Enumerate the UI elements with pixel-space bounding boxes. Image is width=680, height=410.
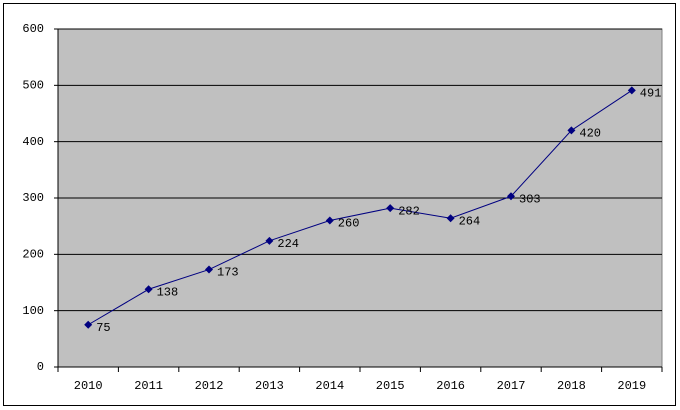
x-tick-label: 2017	[497, 379, 526, 393]
y-tick-label: 300	[22, 191, 44, 205]
y-tick-label: 100	[22, 304, 44, 318]
marker	[446, 214, 455, 223]
data-label: 491	[640, 87, 662, 101]
x-tick-label: 2012	[195, 379, 224, 393]
data-label: 264	[459, 214, 481, 228]
x-tick-label: 2015	[376, 379, 405, 393]
data-line	[87, 89, 633, 326]
marker	[627, 86, 636, 95]
marker	[84, 320, 93, 329]
marker	[507, 192, 515, 201]
data-label: 75	[96, 321, 110, 335]
x-tick-label: 2010	[74, 379, 103, 393]
x-tick-label: 2019	[617, 379, 646, 393]
x-tick-label: 2013	[255, 379, 284, 393]
marker	[386, 204, 395, 213]
y-tick-label: 500	[22, 79, 44, 93]
data-label: 173	[217, 266, 239, 280]
x-tick-label: 2014	[315, 379, 344, 393]
x-tick-label: 2016	[436, 379, 465, 393]
marker	[205, 265, 213, 274]
x-tick-label: 2011	[134, 379, 163, 393]
y-tick-label: 200	[22, 248, 44, 262]
data-label: 224	[277, 237, 299, 251]
data-label: 303	[519, 192, 541, 206]
marker	[144, 285, 153, 294]
data-label: 282	[398, 204, 420, 218]
y-tick-label: 600	[22, 22, 44, 36]
marker	[265, 236, 274, 245]
marker	[325, 216, 334, 225]
marker	[567, 126, 576, 135]
x-tick-label: 2018	[557, 379, 586, 393]
y-tick-label: 400	[22, 135, 44, 149]
data-label: 420	[579, 127, 601, 141]
data-label: 260	[338, 217, 360, 231]
data-label: 138	[157, 285, 179, 299]
y-tick-label: 0	[37, 360, 44, 374]
